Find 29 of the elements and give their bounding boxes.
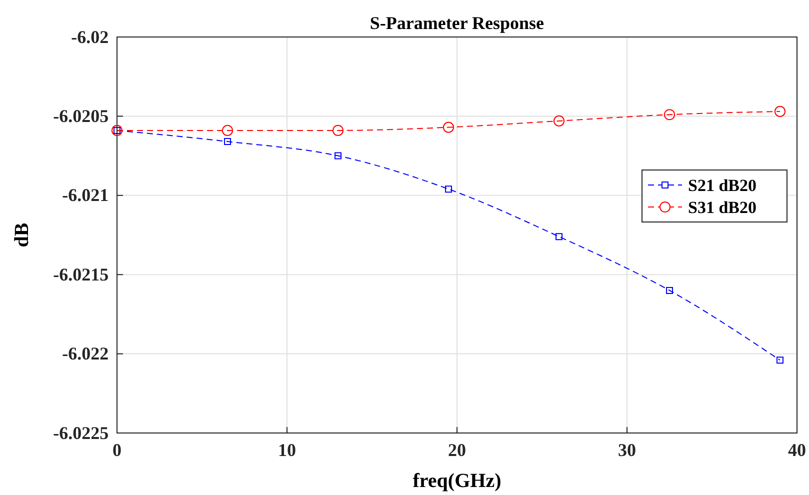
point — [442, 122, 454, 133]
y-axis-title: dB — [11, 222, 33, 248]
point — [332, 124, 344, 136]
legend-label: S31 dB20 — [688, 198, 756, 217]
x-tick-label: 40 — [788, 440, 806, 460]
x-axis-title: freq(GHz) — [412, 470, 502, 492]
x-tick-label: 0 — [112, 440, 122, 460]
point — [556, 233, 562, 240]
point — [776, 356, 784, 364]
y-tick-label: -6.0215 — [53, 264, 109, 284]
x-tick-label: 10 — [278, 440, 296, 460]
y-tick-label: -6.021 — [62, 185, 109, 206]
y-tick-label: -6.022 — [62, 344, 109, 364]
x-tick-label: 20 — [448, 440, 466, 460]
chart-title: S-Parameter Response — [370, 13, 544, 33]
y-tick-label: -6.0205 — [53, 106, 109, 126]
point — [222, 124, 234, 136]
point — [111, 124, 123, 136]
point — [334, 152, 342, 160]
point — [774, 106, 786, 117]
y-tick-label: -6.02 — [71, 26, 109, 47]
point — [666, 286, 673, 294]
point — [224, 138, 231, 146]
legend-label: S21 dB20 — [688, 176, 756, 195]
point — [445, 186, 452, 193]
point — [553, 115, 565, 126]
point — [664, 109, 676, 120]
x-tick-label: 30 — [618, 440, 636, 460]
y-tick-label: -6.0225 — [53, 422, 109, 443]
